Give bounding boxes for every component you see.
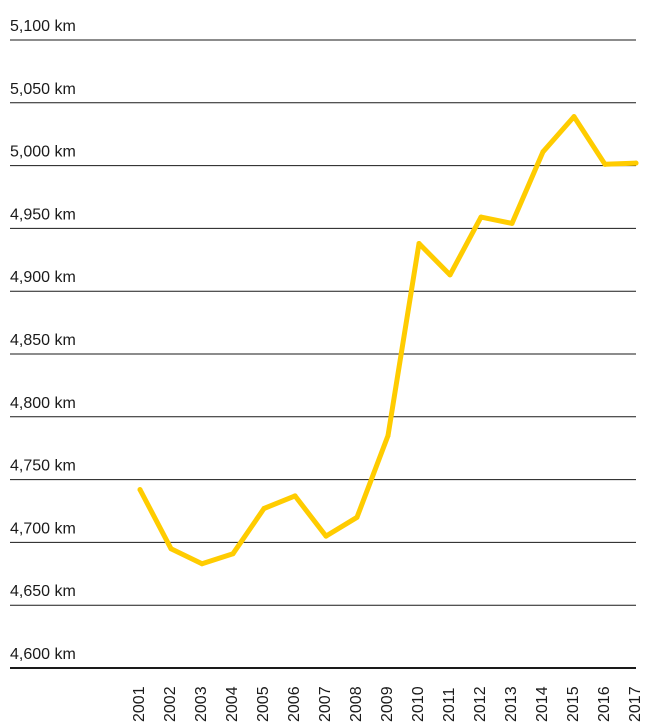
series-line	[137, 114, 639, 567]
data-point	[447, 272, 453, 278]
x-tick-label: 2010	[410, 686, 427, 722]
y-tick-label: 4,750 km	[10, 458, 76, 475]
y-tick-label: 5,050 km	[10, 81, 76, 98]
data-point	[416, 240, 422, 246]
data-point	[323, 533, 329, 539]
y-tick-label: 4,650 km	[10, 583, 76, 600]
y-tick-label: 4,600 km	[10, 646, 76, 663]
y-axis-tick-labels: 5,100 km 5,050 km 5,000 km 4,950 km 4,900 km…	[10, 18, 76, 663]
data-point	[137, 487, 143, 493]
x-tick-label: 2007	[317, 686, 334, 722]
x-tick-label: 2009	[379, 686, 396, 722]
data-point	[540, 149, 546, 155]
x-tick-label: 2006	[286, 686, 303, 722]
x-tick-label: 2004	[224, 686, 241, 722]
gridlines	[10, 39, 636, 669]
data-point	[602, 161, 608, 167]
data-point	[168, 546, 174, 552]
x-tick-label: 2011	[441, 687, 458, 722]
data-point	[230, 551, 236, 557]
x-tick-label: 2002	[162, 686, 179, 722]
x-tick-label: 2013	[503, 686, 520, 722]
x-axis-tick-labels: 2001 2002 2003 2004 2005 2006 2007 2008 2009 2010…	[131, 686, 644, 722]
x-tick-label: 2001	[131, 686, 148, 722]
x-tick-label: 2005	[255, 686, 272, 722]
data-point	[385, 433, 391, 439]
data-point	[633, 160, 639, 166]
x-tick-label: 2016	[596, 686, 613, 722]
y-tick-label: 4,850 km	[10, 332, 76, 349]
y-tick-label: 5,100 km	[10, 18, 76, 35]
data-point	[571, 114, 577, 120]
x-tick-label: 2017	[627, 686, 644, 722]
series-layer	[137, 114, 639, 567]
data-point	[261, 505, 267, 511]
y-tick-label: 4,800 km	[10, 395, 76, 412]
y-tick-label: 4,700 km	[10, 520, 76, 537]
data-point	[199, 561, 205, 567]
y-tick-label: 4,900 km	[10, 269, 76, 286]
data-point	[354, 514, 360, 520]
data-point	[478, 214, 484, 220]
data-point	[509, 220, 515, 226]
x-tick-label: 2008	[348, 686, 365, 722]
y-tick-label: 4,950 km	[10, 206, 76, 223]
x-tick-label: 2003	[193, 686, 210, 722]
x-tick-label: 2015	[565, 686, 582, 722]
x-tick-label: 2012	[472, 686, 489, 722]
data-point	[292, 493, 298, 499]
x-tick-label: 2014	[534, 686, 551, 722]
y-tick-label: 5,000 km	[10, 144, 76, 161]
